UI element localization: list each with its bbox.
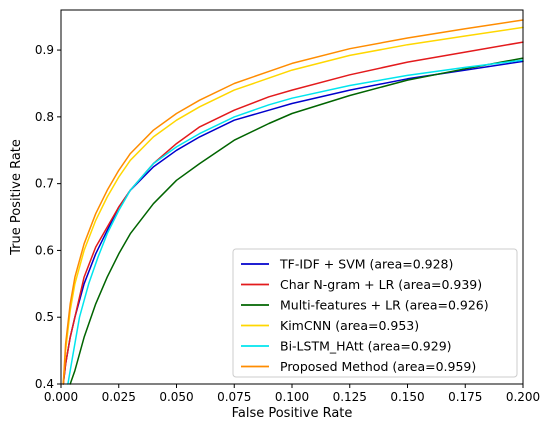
series-line-3 — [69, 57, 524, 385]
x-tick-label: 0.200 — [506, 390, 540, 404]
legend-label-6: Proposed Method (area=0.959) — [280, 359, 476, 374]
legend-label-1: TF-IDF + SVM (area=0.928) — [279, 257, 453, 272]
x-tick-label: 0.150 — [390, 390, 424, 404]
x-tick-label: 0.100 — [275, 390, 309, 404]
x-axis: 0.000 0.025 0.050 0.075 0.100 0.125 0.150 0.175… — [44, 384, 540, 404]
y-tick-label: 0.9 — [35, 43, 54, 57]
series-line-4 — [62, 26, 524, 385]
series-line-6 — [62, 19, 524, 385]
y-axis-label: True Positive Rate — [9, 139, 24, 256]
legend-box — [232, 248, 518, 378]
x-tick-label: 0.175 — [448, 390, 482, 404]
y-tick-label: 0.6 — [35, 243, 54, 257]
x-tick-label: 0.025 — [102, 390, 136, 404]
y-tick-label: 0.7 — [35, 177, 54, 191]
legend: TF-IDF + SVM (area=0.928) Char N-gram + L… — [232, 248, 518, 378]
x-tick-label: 0.075 — [217, 390, 251, 404]
x-tick-label: 0.050 — [159, 390, 193, 404]
series-layer — [62, 19, 524, 385]
y-tick-label: 0.5 — [35, 310, 54, 324]
legend-label-5: Bi-LSTM_HAtt (area=0.929) — [280, 339, 452, 354]
y-axis: 0.4 0.5 0.6 0.7 0.8 0.9 — [35, 43, 61, 391]
y-tick-label: 0.8 — [35, 110, 54, 124]
legend-label-4: KimCNN (area=0.953) — [280, 318, 419, 333]
x-axis-label: False Positive Rate — [232, 406, 353, 421]
series-line-5 — [67, 59, 524, 385]
legend-label-3: Multi-features + LR (area=0.926) — [280, 298, 489, 313]
legend-label-2: Char N-gram + LR (area=0.939) — [280, 277, 482, 292]
y-tick-label: 0.4 — [35, 377, 54, 391]
x-tick-label: 0.125 — [333, 390, 367, 404]
x-tick-label: 0.000 — [44, 390, 78, 404]
